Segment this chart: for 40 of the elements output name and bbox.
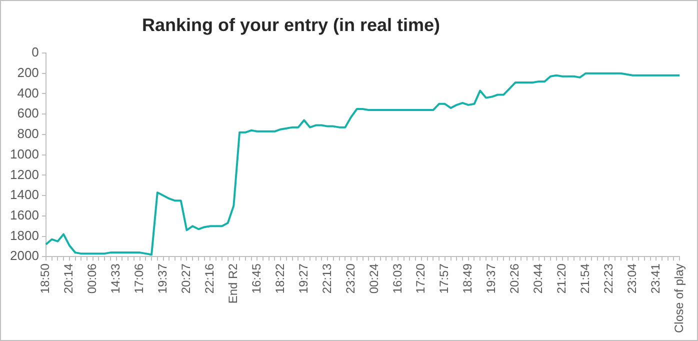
y-tick-label: 1200 — [10, 166, 39, 182]
x-tick-label: 19:27 — [296, 263, 310, 294]
x-tick-label: End R2 — [226, 263, 240, 304]
y-tick-label: 200 — [17, 64, 39, 80]
y-tick-label: 2000 — [10, 248, 39, 264]
x-tick-label: 20:14 — [62, 263, 76, 294]
x-tick-label: 17:06 — [132, 263, 146, 294]
x-tick-label: 22:23 — [602, 263, 616, 294]
y-tick-label: 600 — [17, 106, 39, 121]
chart-title: Ranking of your entry (in real time) — [140, 15, 442, 36]
x-tick-label: 22:16 — [202, 263, 217, 294]
x-tick-label: 00:06 — [85, 263, 100, 294]
x-tick-label: 23:41 — [648, 263, 662, 294]
x-tick-label: 19:37 — [156, 263, 170, 294]
x-tick-label: 21:54 — [578, 263, 592, 294]
y-tick-label: 1600 — [10, 207, 39, 222]
x-tick-label: Close of play — [672, 264, 686, 334]
x-tick-label: 17:57 — [437, 263, 452, 294]
x-tick-label: 20:27 — [179, 263, 194, 294]
x-tick-label: 16:45 — [249, 263, 264, 294]
y-tick-label: 1000 — [10, 146, 39, 162]
x-tick-label: 23:20 — [343, 263, 358, 294]
x-tick-label: 00:24 — [366, 263, 381, 294]
x-tick-label: 20:26 — [508, 263, 522, 294]
y-tick-label: 0 — [32, 44, 39, 60]
x-tick-label: 14:33 — [108, 263, 123, 294]
y-tick-label: 1400 — [10, 187, 39, 202]
y-tick-label: 400 — [17, 85, 39, 100]
x-tick-label: 19:37 — [484, 263, 498, 294]
x-tick-label: 16:03 — [390, 263, 404, 294]
x-tick-label: 18:49 — [460, 263, 475, 294]
x-tick-label: 18:50 — [38, 263, 52, 294]
y-tick-label: 1800 — [10, 228, 39, 243]
x-tick-label: 17:20 — [414, 263, 428, 294]
x-tick-label: 23:04 — [624, 263, 639, 294]
x-tick-label: 20:44 — [531, 263, 546, 294]
x-tick-label: 21:20 — [554, 263, 569, 294]
x-tick-label: 22:13 — [320, 263, 334, 294]
x-tick-label: 18:22 — [272, 263, 287, 294]
y-tick-label: 800 — [17, 126, 39, 142]
